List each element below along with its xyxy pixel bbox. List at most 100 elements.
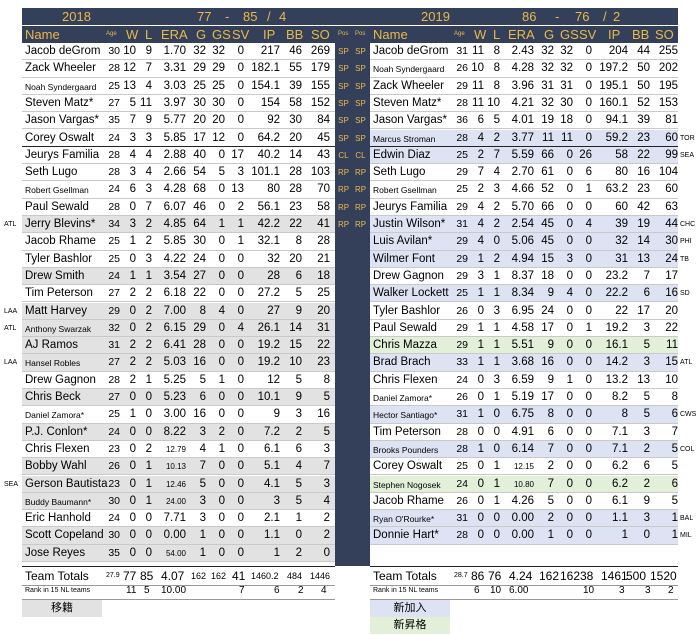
left-cell-sv: 0 [237, 287, 244, 300]
right-cell-w: 0 [477, 373, 484, 386]
left-cell-bb: 2 [295, 425, 302, 438]
left-cell-sv: 0 [237, 373, 244, 386]
left-cell-sv: 0 [237, 45, 244, 57]
left-cell-sv: 0 [237, 62, 244, 75]
right-rank-label: Rank in 15 NL teams [373, 587, 439, 594]
left-cell-ip: 80 [267, 183, 280, 196]
right-cell-sv: 0 [585, 235, 592, 248]
right-cell-w: 0 [477, 391, 484, 403]
right-cell-age: 25 [456, 287, 468, 300]
right-cell-bb: 14 [637, 235, 650, 248]
right-cell-g: 24 [541, 304, 554, 317]
right-cell-age: 29 [456, 252, 468, 265]
right-place: 2 [613, 9, 621, 24]
left-position-badge: CL [336, 147, 351, 163]
right-player-row: Tim Peterson 28 0 0 4.91 6 0 0 7.1 3 7 [370, 424, 678, 441]
left-cell-g: 40 [193, 148, 206, 161]
right-cell-bb: 3 [643, 425, 650, 438]
right-cell-age: 28 [456, 96, 468, 109]
right-cell-sv: 0 [585, 96, 592, 109]
left-cell-so: 7 [323, 460, 330, 473]
left-title-bar: 2018 77 - 85 / 4 [22, 8, 335, 25]
right-cell-g: 32 [541, 96, 554, 109]
right-cell-so: 22 [665, 321, 678, 334]
right-cell-l: 0 [493, 529, 500, 542]
right-rank-bb: 3 [645, 585, 651, 596]
right-cell-w: 4 [477, 200, 484, 213]
left-cell-so: 3 [323, 477, 330, 490]
right-cell-bb: 13 [637, 373, 650, 386]
left-cell-l: 2 [145, 442, 152, 455]
left-place: 4 [279, 9, 287, 24]
right-cell-ip: 31 [615, 252, 628, 265]
left-cell-l: 2 [145, 287, 152, 300]
right-cell-bb: 19 [637, 218, 650, 230]
left-cell-name: Drew Gagnon [25, 373, 96, 386]
left-cell-sv: 0 [237, 339, 244, 352]
left-cell-gs: 0 [218, 529, 225, 542]
left-cell-ip: 64.2 [257, 131, 280, 144]
left-cell-sv: 17 [231, 148, 244, 161]
left-player-row: Hansel Robles 27 2 2 5.03 16 0 0 19.2 10 23 [22, 354, 335, 372]
left-cell-era: 10.13 [165, 462, 186, 472]
left-player-row: Paul Sewald 28 0 7 6.07 46 0 2 56.1 23 58 [22, 199, 335, 216]
left-cell-age: 24 [108, 131, 120, 144]
left-col-pos: Pos [338, 31, 349, 37]
right-cell-bb: 3 [643, 321, 650, 334]
right-position-badge: SP [353, 61, 368, 77]
left-cell-era: 5.23 [163, 391, 186, 403]
right-cell-ip: 32 [615, 235, 628, 248]
left-col-era: ERA [161, 27, 188, 42]
left-cell-ip: 182.1 [251, 62, 280, 75]
left-rank-label: Rank in 15 NL teams [25, 587, 91, 594]
right-cell-sv: 0 [585, 408, 592, 421]
right-cell-age: 28 [456, 442, 468, 455]
right-cell-era: 4.66 [511, 183, 534, 196]
right-cell-gs: 31 [560, 79, 573, 92]
left-cell-gs: 29 [212, 62, 225, 75]
left-cell-l: 0 [145, 391, 152, 403]
right-cell-g: 52 [541, 183, 554, 196]
left-cell-ip: 154.1 [251, 79, 280, 92]
right-cell-era: 5.51 [511, 339, 534, 352]
right-cell-bb: 23 [637, 183, 650, 196]
right-cell-gs: 32 [560, 45, 573, 57]
right-cell-gs: 0 [566, 218, 573, 230]
left-cell-sv: 0 [237, 356, 244, 369]
left-cell-gs: 1 [218, 218, 225, 230]
left-totals-label: Team Totals [25, 569, 89, 583]
right-cell-g: 19 [541, 114, 554, 127]
left-cell-era: 3.00 [163, 408, 186, 421]
left-cell-l: 11 [140, 96, 152, 109]
left-cell-l: 2 [145, 235, 152, 248]
right-cell-l: 8 [493, 62, 500, 75]
left-cell-era: 3.54 [163, 269, 186, 282]
left-cell-so: 3 [323, 442, 330, 455]
right-cell-l: 2 [493, 200, 500, 213]
left-cell-sv: 13 [231, 183, 244, 196]
right-cell-bb: 3 [643, 512, 650, 525]
left-cell-l: 2 [145, 339, 152, 352]
left-cell-l: 0 [145, 425, 152, 438]
left-cell-name: P.J. Conlon* [25, 425, 88, 438]
right-cell-age: 25 [456, 183, 468, 196]
right-cell-sv: 0 [585, 287, 592, 300]
left-cell-so: 70 [317, 183, 330, 196]
right-cell-l: 0 [493, 425, 500, 438]
left-cell-ip: 32 [267, 252, 280, 265]
right-rank-w: 6 [474, 585, 480, 596]
right-cell-l: 2 [493, 131, 500, 144]
left-cell-l: 7 [145, 62, 152, 75]
left-cell-gs: 0 [218, 183, 225, 196]
right-cell-ip: 23.2 [605, 269, 628, 282]
left-cell-l: 1 [145, 477, 152, 490]
left-cell-gs: 32 [212, 45, 225, 57]
left-cell-ip: 2.1 [264, 512, 280, 525]
right-year: 2019 [421, 9, 450, 24]
right-cell-bb: 7 [643, 269, 650, 282]
right-player-row: Jeurys Familia 29 4 2 5.70 66 0 0 60 42 63 [370, 199, 678, 216]
right-cell-so: 153 [658, 96, 678, 109]
right-cell-era: 3.68 [511, 356, 534, 369]
right-cell-age: 28 [456, 131, 468, 144]
right-cell-name: Jacob Rhame [373, 494, 444, 507]
